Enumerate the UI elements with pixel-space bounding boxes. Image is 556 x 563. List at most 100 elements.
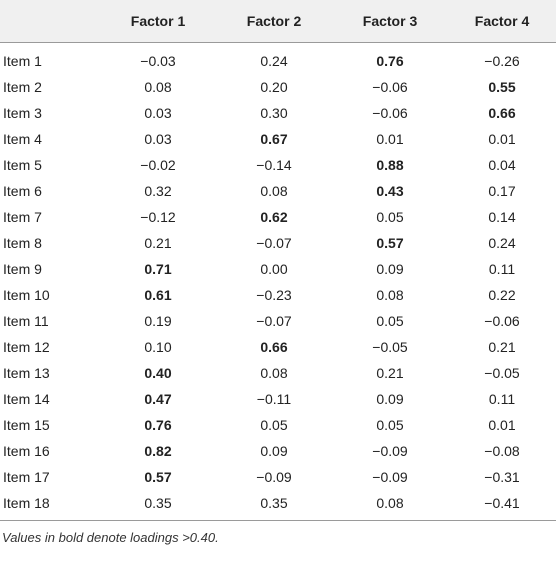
loading-cell-factor-4: 0.11 — [488, 261, 516, 277]
loading-cell-factor-2: 0.09 — [260, 443, 288, 459]
loading-cell-factor-4: 0.01 — [488, 417, 516, 433]
item-label: Item 18 — [0, 490, 100, 521]
loading-cell-factor-4: 0.66 — [488, 105, 516, 121]
loading-cell-factor-3: 0.05 — [376, 209, 404, 225]
table-row: Item 13 0.40 0.08 0.21 −0.05 — [0, 360, 556, 386]
header-factor-1: Factor 1 — [100, 0, 216, 43]
loading-cell-factor-2: 0.62 — [260, 209, 288, 225]
loading-cell-factor-4: 0.21 — [488, 339, 516, 355]
loading-cell-factor-3: 0.76 — [376, 53, 404, 70]
loading-cell-factor-4: −0.41 — [448, 490, 556, 521]
loading-cell-factor-1: −0.02 — [140, 157, 176, 173]
loading-cell-factor-2: −0.09 — [256, 469, 292, 485]
loading-cell-factor-4: 0.55 — [488, 79, 516, 95]
table-row: Item 6 0.32 0.08 0.43 0.17 — [0, 178, 556, 204]
loading-cell-factor-1: 0.71 — [144, 261, 172, 277]
loading-cell-factor-2: 0.30 — [260, 105, 288, 121]
loading-cell-factor-2: −0.07 — [256, 313, 292, 329]
loading-cell-factor-2: −0.07 — [256, 235, 292, 251]
loading-cell-factor-2: −0.14 — [256, 157, 292, 173]
loading-cell-factor-2: 0.24 — [260, 53, 288, 70]
item-label: Item 3 — [3, 105, 42, 121]
table-header: Factor 1 Factor 2 Factor 3 Factor 4 — [0, 0, 556, 43]
item-label: Item 4 — [3, 131, 42, 147]
loading-cell-factor-1: 0.61 — [144, 287, 172, 303]
item-label: Item 6 — [3, 183, 42, 199]
table-row: Item 4 0.03 0.67 0.01 0.01 — [0, 126, 556, 152]
table-row: Item 1 −0.03 0.24 0.76 −0.26 — [0, 42, 556, 74]
factor-loadings-table-container: Factor 1 Factor 2 Factor 3 Factor 4 Item… — [0, 0, 556, 545]
loading-cell-factor-1: 0.21 — [144, 235, 172, 251]
loading-cell-factor-3: 0.21 — [376, 365, 404, 381]
loading-cell-factor-3: 0.05 — [376, 313, 404, 329]
loading-cell-factor-3: 0.57 — [376, 235, 404, 251]
loading-cell-factor-3: −0.06 — [372, 105, 408, 121]
loading-cell-factor-1: −0.03 — [140, 53, 176, 70]
loading-cell-factor-3: −0.05 — [372, 339, 408, 355]
table-row: Item 7 −0.12 0.62 0.05 0.14 — [0, 204, 556, 230]
item-label: Item 10 — [3, 287, 50, 303]
item-label: Item 2 — [3, 79, 42, 95]
loading-cell-factor-2: 0.20 — [260, 79, 288, 95]
header-item-column — [0, 0, 100, 43]
loading-cell-factor-3: −0.09 — [372, 443, 408, 459]
table-row: Item 12 0.10 0.66 −0.05 0.21 — [0, 334, 556, 360]
loading-cell-factor-3: 0.43 — [376, 183, 404, 199]
table-row: Item 8 0.21 −0.07 0.57 0.24 — [0, 230, 556, 256]
header-factor-2: Factor 2 — [216, 0, 332, 43]
loading-cell-factor-2: 0.66 — [260, 339, 288, 355]
loading-cell-factor-4: 0.24 — [488, 235, 516, 251]
loading-cell-factor-1: 0.47 — [144, 391, 172, 407]
loading-cell-factor-2: 0.00 — [260, 261, 288, 277]
loading-cell-factor-4: −0.08 — [484, 443, 520, 459]
item-label: Item 17 — [3, 469, 50, 485]
factor-loadings-table: Factor 1 Factor 2 Factor 3 Factor 4 Item… — [0, 0, 556, 521]
loading-cell-factor-4: −0.05 — [484, 365, 520, 381]
table-row: Item 18 0.35 0.35 0.08 −0.41 — [0, 490, 556, 521]
header-row: Factor 1 Factor 2 Factor 3 Factor 4 — [0, 0, 556, 43]
loading-cell-factor-1: 0.10 — [144, 339, 172, 355]
loading-cell-factor-3: 0.09 — [376, 391, 404, 407]
loading-cell-factor-1: −0.12 — [140, 209, 176, 225]
item-label: Item 9 — [3, 261, 42, 277]
loading-cell-factor-4: −0.31 — [484, 469, 520, 485]
loading-cell-factor-2: −0.11 — [256, 391, 292, 407]
table-row: Item 11 0.19 −0.07 0.05 −0.06 — [0, 308, 556, 334]
table-row: Item 3 0.03 0.30 −0.06 0.66 — [0, 100, 556, 126]
loading-cell-factor-4: 0.22 — [488, 287, 516, 303]
header-factor-3: Factor 3 — [332, 0, 448, 43]
table-row: Item 2 0.08 0.20 −0.06 0.55 — [0, 74, 556, 100]
loading-cell-factor-3: 0.05 — [376, 417, 404, 433]
table-row: Item 9 0.71 0.00 0.09 0.11 — [0, 256, 556, 282]
loading-cell-factor-1: 0.82 — [144, 443, 172, 459]
item-label: Item 16 — [3, 443, 50, 459]
loading-cell-factor-3: 0.08 — [332, 490, 448, 521]
item-label: Item 7 — [3, 209, 42, 225]
item-label: Item 5 — [3, 157, 42, 173]
header-factor-4: Factor 4 — [448, 0, 556, 43]
item-label: Item 12 — [3, 339, 50, 355]
loading-cell-factor-1: 0.57 — [144, 469, 172, 485]
table-row: Item 17 0.57 −0.09 −0.09 −0.31 — [0, 464, 556, 490]
item-label: Item 14 — [3, 391, 50, 407]
table-body: Item 1 −0.03 0.24 0.76 −0.26 Item 2 0.08 0.20 −0… — [0, 42, 556, 521]
loading-cell-factor-4: 0.17 — [488, 183, 516, 199]
loading-cell-factor-3: 0.88 — [376, 157, 404, 173]
item-label: Item 11 — [3, 313, 49, 329]
item-label: Item 1 — [3, 53, 42, 70]
loading-cell-factor-1: 0.35 — [100, 490, 216, 521]
loading-cell-factor-4: 0.11 — [488, 391, 516, 407]
loading-cell-factor-4: 0.14 — [488, 209, 516, 225]
loading-cell-factor-1: 0.03 — [144, 105, 172, 121]
loading-cell-factor-4: −0.26 — [484, 53, 520, 70]
table-row: Item 15 0.76 0.05 0.05 0.01 — [0, 412, 556, 438]
loading-cell-factor-4: 0.04 — [488, 157, 516, 173]
table-row: Item 10 0.61 −0.23 0.08 0.22 — [0, 282, 556, 308]
loading-cell-factor-1: 0.19 — [144, 313, 172, 329]
item-label: Item 13 — [3, 365, 50, 381]
loading-cell-factor-2: 0.67 — [260, 131, 288, 147]
loading-cell-factor-2: 0.35 — [216, 490, 332, 521]
item-label: Item 15 — [3, 417, 50, 433]
loading-cell-factor-3: −0.06 — [372, 79, 408, 95]
loading-cell-factor-1: 0.32 — [144, 183, 172, 199]
